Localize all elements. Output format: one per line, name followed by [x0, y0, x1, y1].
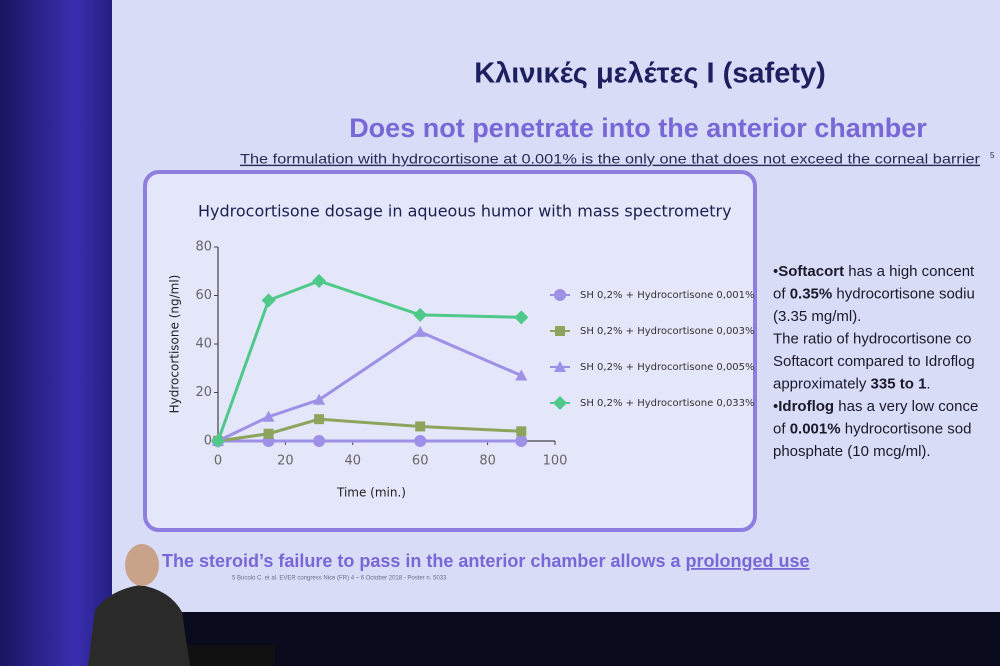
legend-label: SH 0,2% + Hydrocortisone 0,005% [580, 362, 755, 373]
bullet-segment: 335 to 1 [871, 375, 927, 392]
bullet-line: of 0.001% hydrocortisone sod [773, 420, 971, 437]
marker [414, 435, 427, 447]
note: The formulation with hydrocortisone at 0… [240, 151, 980, 167]
marker [554, 289, 566, 301]
marker [415, 421, 426, 432]
bullet-segment: has a high concent [844, 263, 975, 280]
x-tick-label: 80 [479, 454, 496, 469]
marker [263, 428, 274, 439]
conclusion-text: The steroid’s failure to pass in the ant… [162, 551, 685, 571]
note-ref: 5 [990, 151, 995, 160]
bullet-segment: Softacort compared to Idroflog [773, 353, 975, 370]
bullet-line: approximately 335 to 1. [773, 375, 931, 392]
bullet-segment: hydrocortisone sod [841, 420, 972, 437]
bullet-line: •Softacort has a high concent [773, 263, 975, 280]
marker [414, 325, 427, 337]
speaker-head [125, 544, 159, 586]
x-tick-label: 0 [214, 454, 222, 469]
bullet-segment: (3.35 mg/ml). [773, 308, 861, 325]
bullet-segment: • [773, 398, 778, 415]
bullet-line: phosphate (10 mcg/ml). [773, 443, 931, 460]
slide-title: Κλινικές μελέτες I (safety) [474, 58, 826, 90]
bullet-line: of 0.35% hydrocortisone sodiu [773, 285, 975, 302]
legend-label: SH 0,2% + Hydrocortisone 0,001% [580, 290, 755, 301]
speaker [88, 544, 275, 666]
bullet-segment: has a very low conce [834, 398, 978, 415]
bullet-segment: . [926, 375, 930, 392]
chart-title: Hydrocortisone dosage in aqueous humor w… [198, 202, 732, 221]
x-tick-label: 60 [412, 454, 429, 469]
bullet-segment: of [773, 285, 790, 302]
bullet-segment: The ratio of hydrocortisone co [773, 330, 971, 347]
speaker-body [88, 585, 190, 666]
y-tick-label: 60 [195, 288, 212, 303]
y-tick-label: 0 [204, 434, 212, 449]
marker [262, 410, 275, 422]
bullet-line: The ratio of hydrocortisone co [773, 330, 971, 347]
marker [211, 434, 225, 448]
bullet-segment: hydrocortisone sodiu [832, 285, 975, 302]
slide-subtitle: Does not penetrate into the anterior cha… [349, 113, 927, 143]
marker [515, 435, 528, 447]
bullet-line: Softacort compared to Idroflog [773, 353, 975, 370]
marker [261, 293, 276, 308]
marker [313, 393, 326, 405]
marker [312, 273, 327, 288]
bullet-segment: approximately [773, 375, 871, 392]
conclusion-emphasis: prolonged use [685, 551, 809, 571]
conclusion: The steroid’s failure to pass in the ant… [162, 551, 810, 571]
marker [515, 369, 528, 381]
marker [554, 361, 566, 372]
y-tick-label: 80 [195, 240, 212, 255]
bullet-line: (3.35 mg/ml). [773, 308, 861, 325]
x-tick-label: 100 [543, 454, 568, 469]
y-axis-label: Hydrocortisone (ng/ml) [168, 275, 182, 414]
bullet-segment: 0.35% [790, 285, 833, 302]
chart-box [143, 170, 757, 532]
bullet-line: •Idroflog has a very low conce [773, 398, 978, 415]
marker [314, 414, 325, 425]
x-tick-label: 20 [277, 454, 294, 469]
marker [555, 326, 565, 336]
legend-label: SH 0,2% + Hydrocortisone 0,033% [580, 398, 755, 409]
marker [514, 310, 529, 325]
x-tick-label: 40 [345, 454, 362, 469]
bullet-segment: • [773, 263, 778, 280]
legend-label: SH 0,2% + Hydrocortisone 0,003% [580, 326, 755, 337]
bullet-segment: phosphate (10 mcg/ml). [773, 443, 931, 460]
marker [516, 426, 527, 437]
marker [553, 396, 567, 410]
bullet-segment: Idroflog [778, 398, 834, 415]
bullet-segment: 0.001% [790, 420, 841, 437]
y-tick-label: 40 [195, 337, 212, 352]
marker [313, 435, 326, 447]
bullet-segment: of [773, 420, 790, 437]
x-axis-label: Time (min.) [336, 486, 406, 500]
curtain [0, 0, 125, 666]
y-tick-label: 20 [195, 385, 212, 400]
footnote: 5 Bucolo C. et al. EVER congress Nice (F… [232, 576, 447, 582]
marker [413, 307, 428, 322]
bullet-segment: Softacort [778, 263, 844, 280]
